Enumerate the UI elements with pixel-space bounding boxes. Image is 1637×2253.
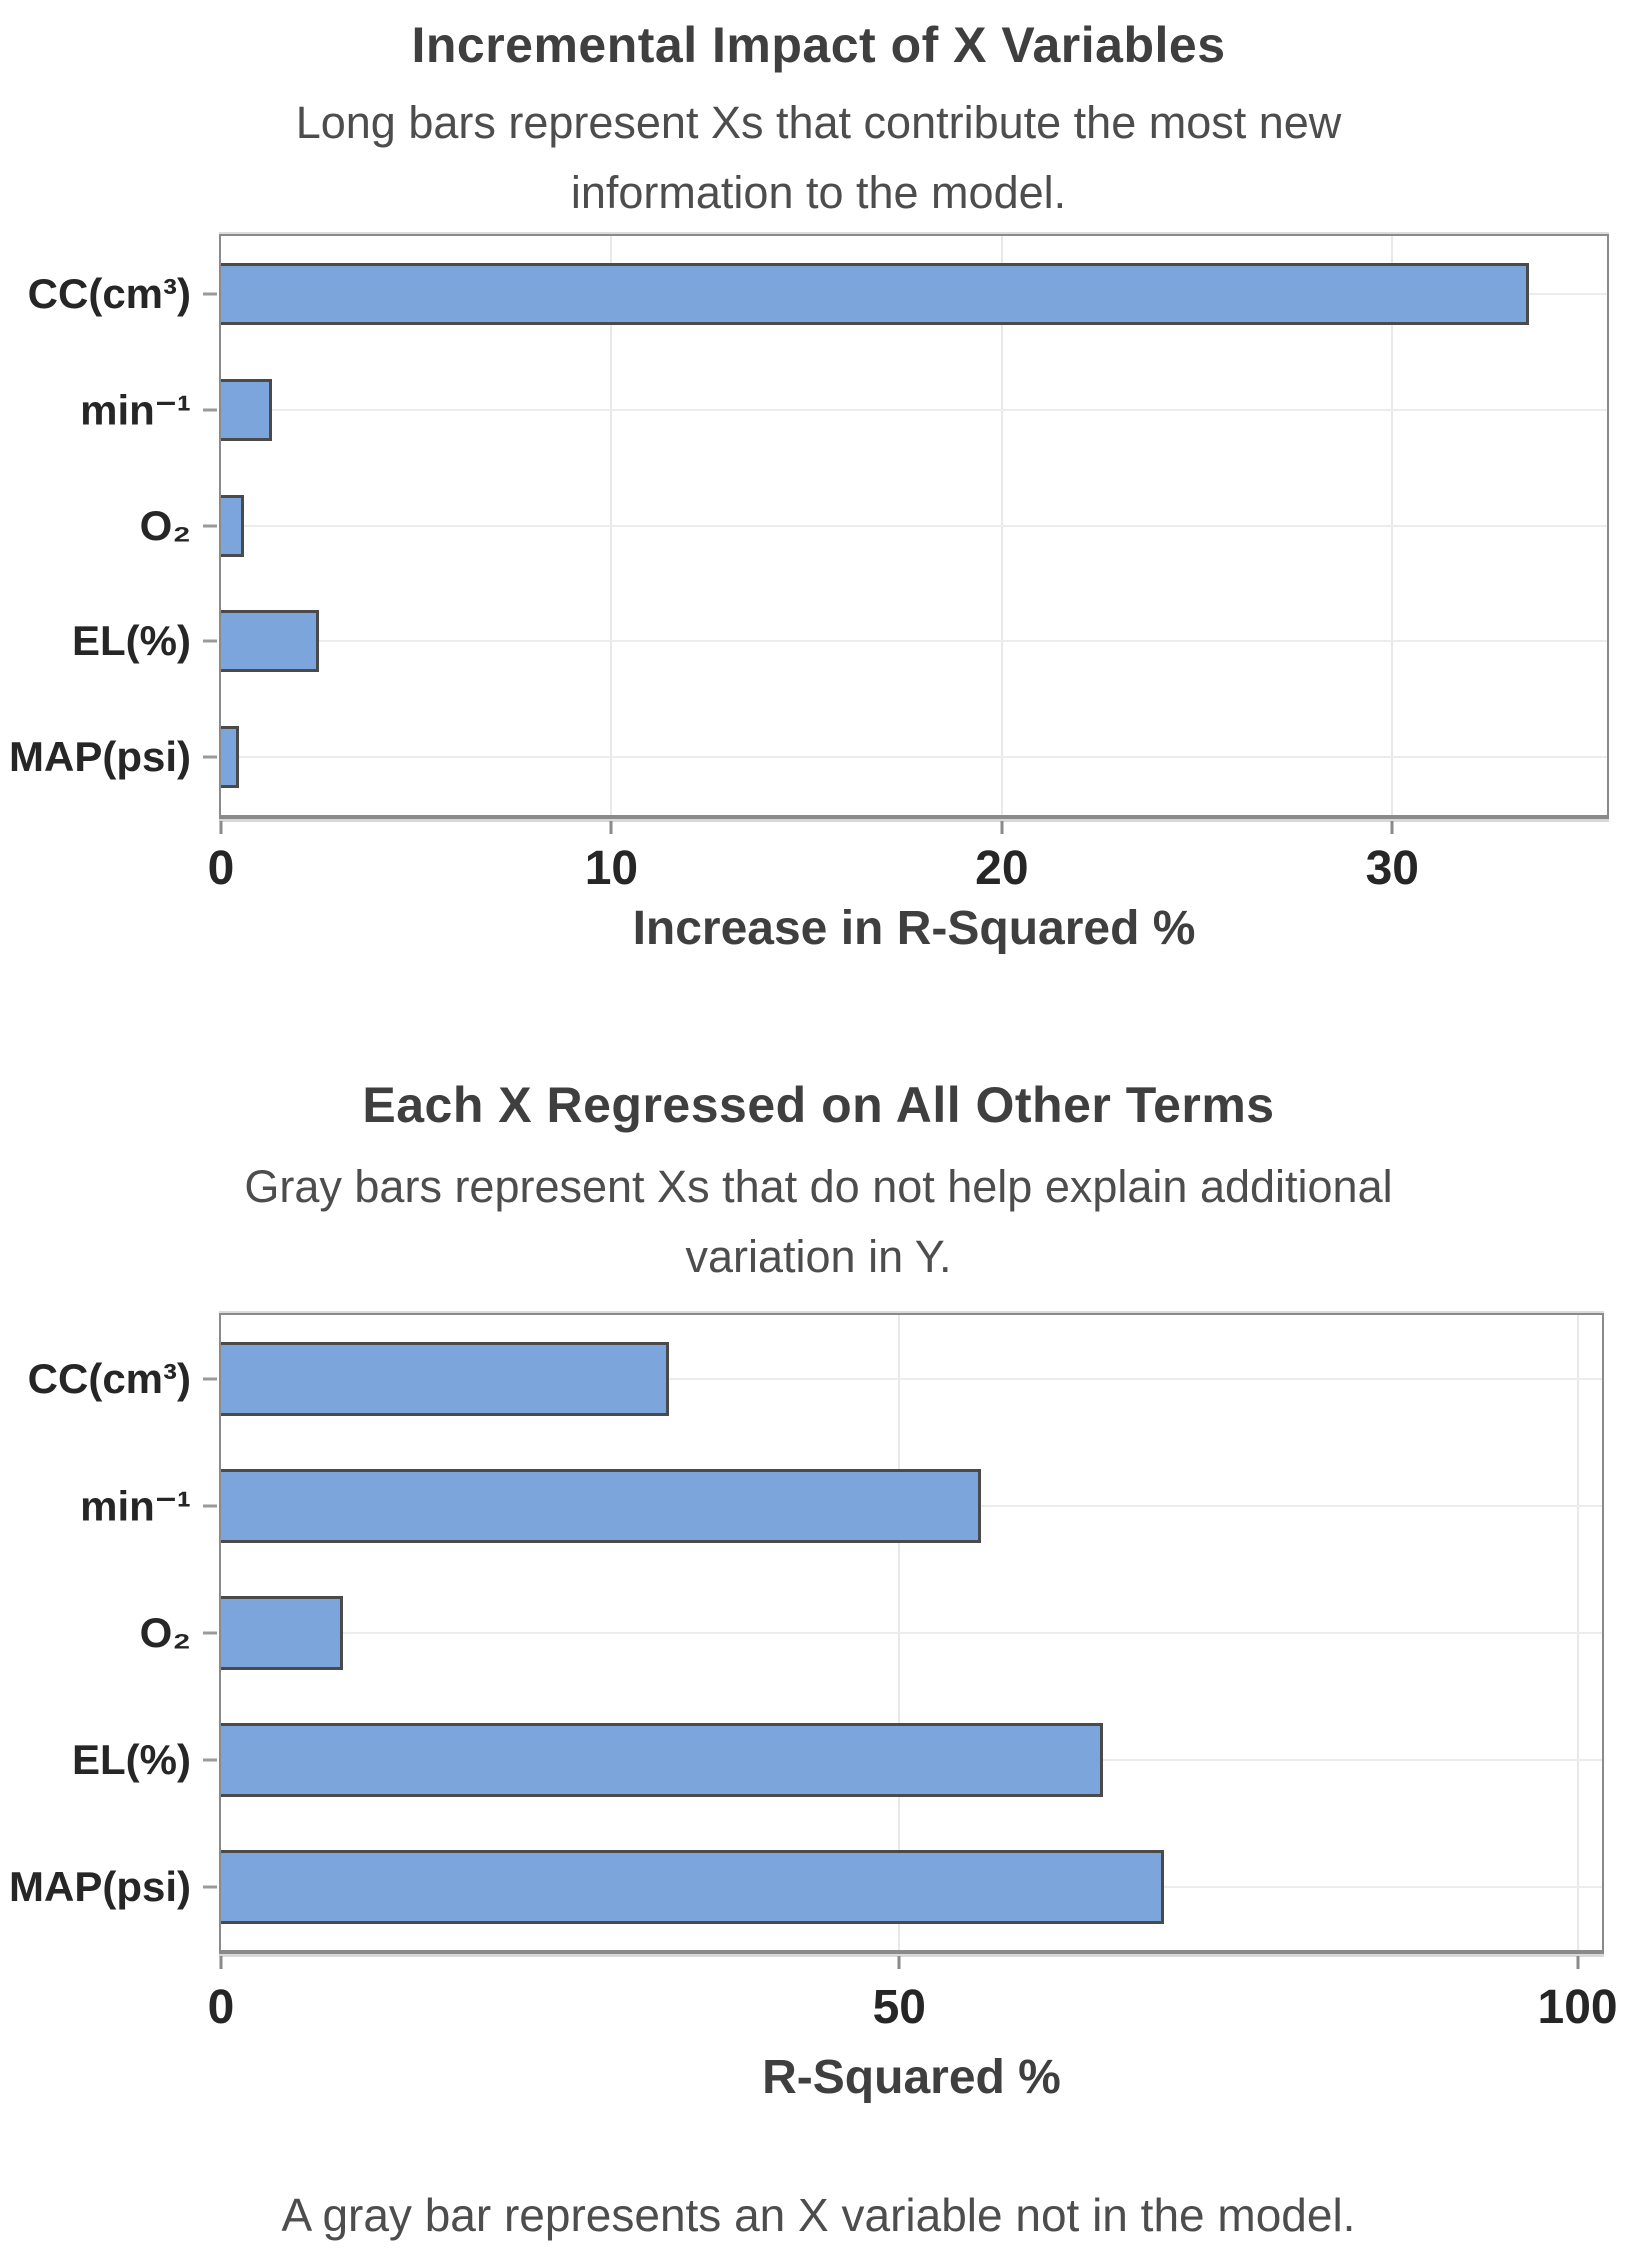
chart2-plot-area: R-Squared % CC(cm³) min⁻¹ O₂ EL(%) MAP(psi) 0… [9, 1313, 1618, 2104]
y-axis-tick [203, 1631, 217, 1634]
category-label: EL(%) [72, 1735, 191, 1783]
x-axis-tick [897, 1956, 901, 1969]
x-axis-tick [219, 1956, 223, 1969]
chart1-subtitle: Long bars represent Xs that contribute t… [295, 97, 1342, 218]
x-axis-tick [219, 821, 223, 834]
x-axis-tick [1000, 821, 1004, 834]
chart1-plot-area: Increase in R-Squared % CC(cm³) min⁻¹ O₂ EL… [9, 234, 1609, 955]
y-axis-tick [203, 408, 217, 412]
x-tick-label: 30 [1365, 842, 1419, 895]
horizontal-gridline [221, 524, 1607, 527]
category-label: CC(cm³) [27, 269, 191, 317]
category-label: MAP(psi) [9, 733, 191, 781]
chart2-subtitle: Gray bars represent Xs that do not help … [244, 1161, 1393, 1282]
bar [221, 1722, 1103, 1797]
chart1-x-axis-label: Increase in R-Squared % [632, 902, 1196, 955]
y-axis-tick [203, 639, 217, 643]
category-label: CC(cm³) [27, 1354, 191, 1402]
x-tick-label: 10 [584, 842, 639, 895]
x-tick-label: 0 [207, 1981, 235, 2034]
y-axis-tick [203, 1377, 217, 1380]
category-label: EL(%) [72, 617, 191, 665]
y-axis-tick [203, 1504, 217, 1507]
footer-note: A gray bar represents an X variable not … [281, 2189, 1356, 2241]
bar [221, 610, 319, 673]
y-axis-tick [203, 755, 217, 759]
horizontal-gridline [221, 640, 1607, 643]
y-axis-tick [203, 1885, 217, 1888]
chart2-title: Each X Regressed on All Other Terms [362, 1077, 1275, 1133]
horizontal-gridline [221, 756, 1607, 759]
chart1-title: Incremental Impact of X Variables [411, 17, 1226, 73]
x-tick-label: 50 [872, 1981, 926, 2034]
bar [221, 494, 245, 557]
bar [221, 1595, 344, 1670]
bar [221, 1468, 981, 1543]
bar [221, 378, 272, 441]
x-axis-tick [1576, 1956, 1580, 1969]
x-tick-label: 20 [975, 842, 1029, 895]
category-label: min⁻¹ [80, 386, 191, 434]
horizontal-gridline [221, 408, 1607, 411]
bar [221, 1849, 1164, 1924]
y-axis-tick [203, 524, 217, 527]
horizontal-gridline [221, 1631, 1602, 1634]
y-axis-tick [203, 1758, 217, 1761]
x-axis-tick [1390, 821, 1394, 834]
chart2-x-axis-label: R-Squared % [762, 2051, 1061, 2104]
category-label: min⁻¹ [80, 1482, 191, 1529]
bar [221, 262, 1529, 325]
category-label: MAP(psi) [9, 1862, 191, 1910]
x-tick-label: 100 [1537, 1981, 1618, 2034]
x-tick-label: 0 [207, 842, 235, 895]
category-label: O₂ [139, 1608, 191, 1656]
category-label: O₂ [139, 501, 191, 549]
bar [221, 1341, 669, 1416]
bar [221, 726, 239, 789]
x-axis-tick [609, 821, 613, 834]
y-axis-tick [203, 292, 217, 296]
horizontal-gridline [221, 1377, 1602, 1380]
